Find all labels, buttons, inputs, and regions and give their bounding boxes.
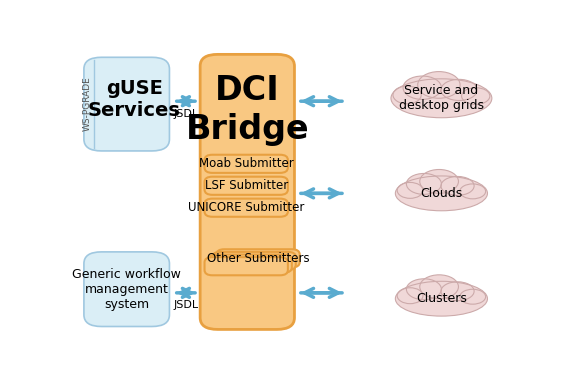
- FancyBboxPatch shape: [204, 199, 288, 217]
- Text: Moab Submitter: Moab Submitter: [199, 157, 294, 170]
- Text: JSDL: JSDL: [174, 300, 199, 310]
- Text: Clusters: Clusters: [416, 292, 467, 305]
- Ellipse shape: [460, 184, 486, 199]
- Ellipse shape: [420, 275, 458, 299]
- Ellipse shape: [441, 176, 474, 195]
- Ellipse shape: [462, 88, 490, 104]
- Ellipse shape: [397, 288, 423, 304]
- Ellipse shape: [397, 182, 423, 198]
- FancyBboxPatch shape: [84, 57, 169, 151]
- FancyBboxPatch shape: [200, 54, 294, 329]
- FancyBboxPatch shape: [204, 257, 288, 275]
- Text: Generic workflow
management
system: Generic workflow management system: [72, 268, 181, 312]
- FancyBboxPatch shape: [84, 252, 169, 326]
- Ellipse shape: [396, 176, 487, 211]
- Ellipse shape: [406, 279, 441, 300]
- FancyBboxPatch shape: [212, 252, 296, 270]
- Ellipse shape: [460, 289, 486, 304]
- Text: LSF Submitter: LSF Submitter: [204, 179, 288, 192]
- FancyBboxPatch shape: [204, 177, 288, 195]
- Text: Service and
desktop grids: Service and desktop grids: [399, 84, 484, 112]
- FancyBboxPatch shape: [208, 255, 292, 273]
- FancyBboxPatch shape: [204, 155, 288, 173]
- Text: UNICORE Submitter: UNICORE Submitter: [188, 201, 305, 214]
- Text: JSDL: JSDL: [174, 109, 199, 119]
- Text: Other Submitters: Other Submitters: [207, 252, 310, 265]
- Text: WS-PGRADE: WS-PGRADE: [83, 77, 92, 131]
- FancyBboxPatch shape: [216, 249, 300, 268]
- Ellipse shape: [391, 79, 492, 118]
- Ellipse shape: [441, 282, 474, 301]
- Ellipse shape: [403, 76, 441, 100]
- Text: gUSE
Services: gUSE Services: [88, 79, 181, 120]
- Ellipse shape: [420, 169, 458, 193]
- Ellipse shape: [418, 71, 460, 98]
- Text: DCI
Bridge: DCI Bridge: [186, 74, 310, 146]
- Ellipse shape: [396, 281, 487, 316]
- Ellipse shape: [441, 79, 477, 100]
- Text: Clouds: Clouds: [421, 187, 462, 200]
- Ellipse shape: [406, 173, 441, 194]
- Ellipse shape: [393, 86, 421, 104]
